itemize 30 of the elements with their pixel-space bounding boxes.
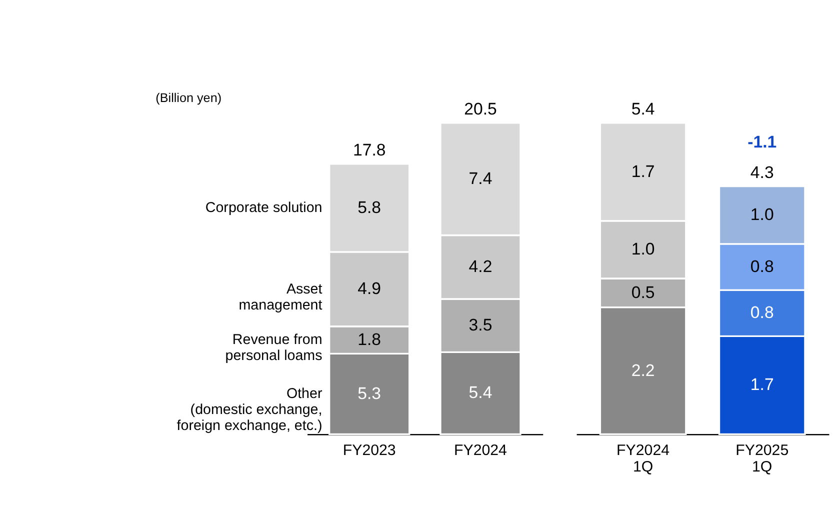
data-label: 5.4 [468,383,492,402]
data-label: 5.8 [358,198,382,217]
data-label: 0.8 [750,257,774,276]
total-label: 5.4 [631,99,655,118]
text: (Billion yen) [156,90,222,105]
total-label: 20.5 [464,99,497,118]
data-label: 1.7 [631,162,655,181]
total-label: 17.8 [352,140,386,160]
data-label: 4.9 [358,279,382,298]
x-tick-label: FY2024 1Q [616,442,670,476]
data-label: 2.2 [631,360,655,380]
data-label: 5.3 [358,384,382,403]
data-label: 1.7 [750,375,774,394]
data-label: 7.4 [468,169,492,188]
data-label: 0.8 [750,303,774,322]
data-label: 3.5 [468,316,492,335]
total-label: 4.3 [750,162,774,182]
data-label: 1.0 [750,205,774,224]
data-label: 1.8 [358,330,382,350]
data-label: 1.0 [631,240,655,259]
data-label: 0.5 [631,282,655,302]
x-tick-label: FY2024 [454,442,507,459]
x-tick-label: FY2025 1Q [736,442,789,476]
series-label: Asset management [238,281,322,314]
series-label: Corporate solution [205,200,322,216]
series-label: Revenue from personal loams [225,332,322,364]
x-tick-label: FY2023 [342,442,396,459]
data-label: 4.2 [468,257,492,276]
annotation: -1.1 [748,132,777,152]
series-label: Other (domestic exchange, foreign exchange, etc.) [176,386,322,434]
